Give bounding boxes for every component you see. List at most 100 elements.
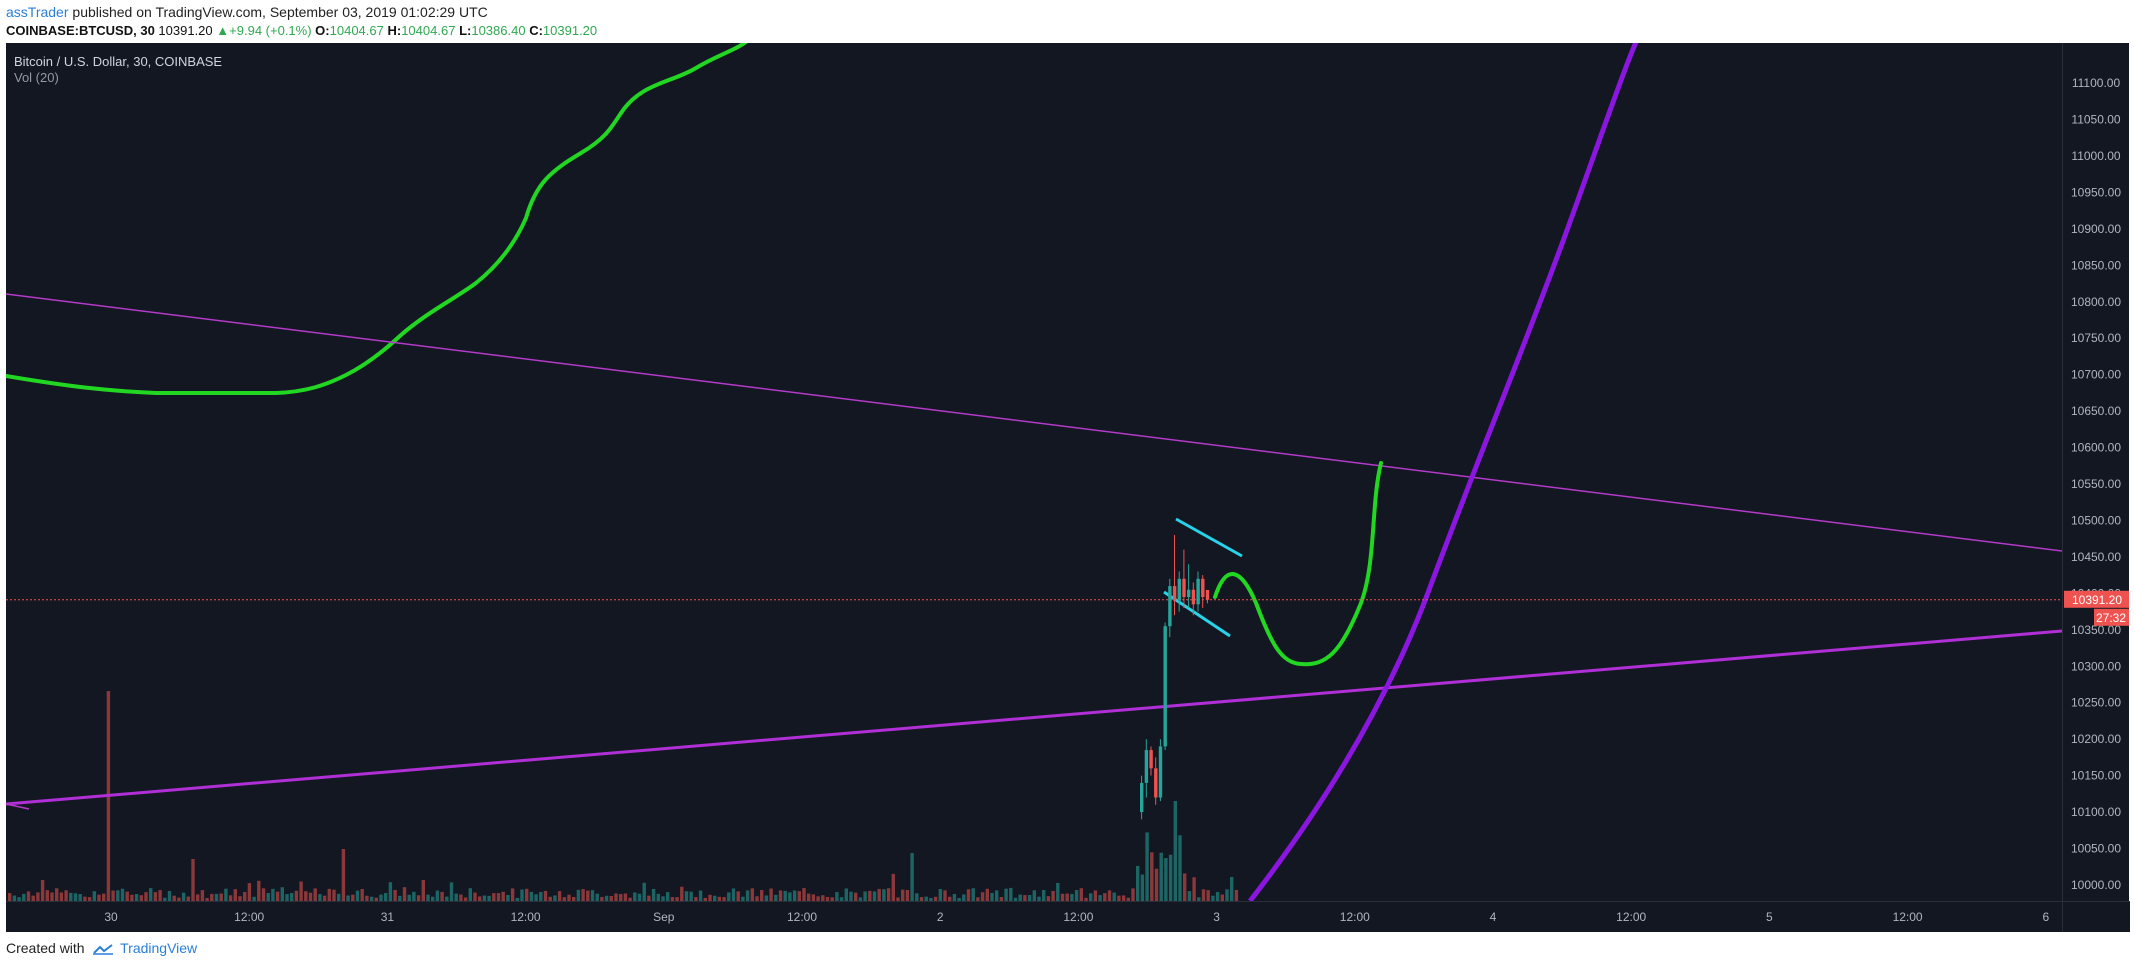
volume-bar — [50, 892, 54, 901]
volume-bar — [1206, 890, 1210, 901]
close-value: 10391.20 — [542, 23, 598, 38]
volume-bar — [1187, 891, 1192, 901]
volume-bar — [1234, 889, 1239, 901]
volume-bar — [261, 888, 266, 901]
volume-bar — [478, 896, 482, 901]
volume-bar — [55, 888, 59, 901]
price-scale[interactable]: 11100.00 11050.00 11000.00 10950.00 10900.00… — [2062, 43, 2129, 901]
volume-bar — [811, 894, 816, 901]
price-tick-label: 11050.00 — [2071, 113, 2120, 127]
volume-bar — [858, 897, 863, 901]
volume-bar — [750, 888, 754, 901]
time-tick-label: 5 — [1766, 910, 1773, 924]
volume-bar — [1215, 891, 1220, 901]
volume-bar — [36, 892, 40, 901]
volume-bar — [149, 888, 153, 901]
volume-bar — [1230, 876, 1234, 901]
price-tick-label: 10700.00 — [2071, 368, 2121, 382]
volume-bar — [1032, 890, 1036, 901]
high-label: H: — [387, 23, 402, 38]
volume-bar — [163, 897, 167, 901]
candle-body — [1144, 750, 1149, 783]
chart-pane[interactable] — [6, 43, 2062, 901]
chart-canvas[interactable] — [6, 43, 2062, 901]
volume-bar — [369, 896, 374, 901]
price-scale-canvas[interactable]: 11100.00 11050.00 11000.00 10950.00 10900.00… — [2063, 43, 2129, 901]
volume-bar — [1145, 832, 1149, 901]
candle — [1154, 757, 1158, 805]
open-value: 10404.67 — [329, 23, 384, 38]
volume-bar — [952, 894, 957, 901]
volume-bar — [1018, 894, 1022, 901]
volume-bar — [614, 893, 618, 901]
volume-bar — [313, 888, 317, 901]
volume-bar — [125, 891, 129, 901]
volume-bar — [543, 890, 548, 901]
volume-bar — [238, 896, 242, 901]
volume-bar — [1197, 897, 1201, 901]
candle-body — [1177, 578, 1181, 601]
volume-bar — [271, 888, 275, 901]
volume-bar — [506, 894, 510, 901]
time-tick-label: 6 — [2042, 910, 2049, 924]
volume-bar — [966, 889, 971, 901]
purple-upper-trendline — [6, 293, 2062, 552]
volume-bar — [487, 895, 491, 901]
volume-bar — [1060, 893, 1065, 901]
volume-bar — [1136, 865, 1140, 901]
time-tick-label: 3 — [1213, 910, 1220, 924]
volume-bar — [1051, 890, 1055, 901]
price-tick-label: 10800.00 — [2071, 295, 2121, 309]
footer: Created with TradingView — [6, 940, 197, 956]
volume-bar — [835, 892, 839, 901]
volume-bar — [1131, 888, 1135, 901]
volume-bar — [196, 894, 200, 901]
volume-bar — [290, 892, 294, 901]
candle — [1187, 564, 1191, 608]
volume-bar — [214, 893, 219, 901]
volume-bar — [275, 891, 280, 901]
price-tick-label: 10050.00 — [2071, 842, 2121, 856]
volume-bar — [600, 896, 604, 901]
volume-bar — [1009, 887, 1013, 901]
volume-bar — [999, 897, 1004, 901]
volume-bar — [1121, 895, 1126, 901]
volume-bar — [764, 895, 769, 901]
price-tick-label: 11100.00 — [2072, 76, 2121, 90]
candle — [1168, 578, 1172, 638]
close-label: C: — [529, 23, 543, 38]
candle — [1140, 775, 1144, 820]
volume-bar — [1103, 893, 1107, 901]
time-tick-label: 2 — [937, 910, 944, 924]
volume-bar — [844, 888, 848, 901]
candle-body — [1187, 589, 1191, 598]
candle-body — [1191, 589, 1196, 605]
volume-bar — [708, 894, 712, 901]
volume-bar — [1154, 868, 1159, 901]
author-link[interactable]: assTrader — [6, 4, 69, 20]
price-tick-label: 10350.00 — [2071, 623, 2121, 637]
volume-bar — [525, 888, 529, 901]
created-with-text: Created with — [6, 940, 85, 956]
volume-bar — [1046, 896, 1051, 901]
candle — [1149, 746, 1153, 776]
volume-bar — [520, 889, 524, 901]
symbol: COINBASE:BTCUSD, 30 — [6, 23, 155, 38]
time-tick-label: 31 — [381, 910, 395, 924]
volume-bar — [656, 893, 660, 901]
volume-bar — [501, 891, 505, 901]
volume-bar — [1159, 852, 1163, 901]
volume-bar — [440, 891, 444, 901]
time-tick-label: 12:00 — [1893, 910, 1923, 924]
volume-bar — [92, 891, 96, 901]
time-scale[interactable]: 30 12:00 31 12:00 Sep 12:00 2 12:00 3 12:00 4 12:00… — [6, 901, 2062, 932]
low-value: 10386.40 — [471, 23, 526, 38]
volume-bar — [130, 894, 134, 901]
volume-bar — [449, 882, 454, 901]
volume-bar — [637, 893, 642, 901]
time-scale-canvas[interactable]: 30 12:00 31 12:00 Sep 12:00 2 12:00 3 12:00 4 12:00… — [6, 902, 2062, 932]
volume-bar — [562, 897, 566, 901]
volume-bar — [534, 894, 538, 901]
volume-bar — [995, 890, 999, 901]
tradingview-link[interactable]: TradingView — [120, 940, 198, 956]
